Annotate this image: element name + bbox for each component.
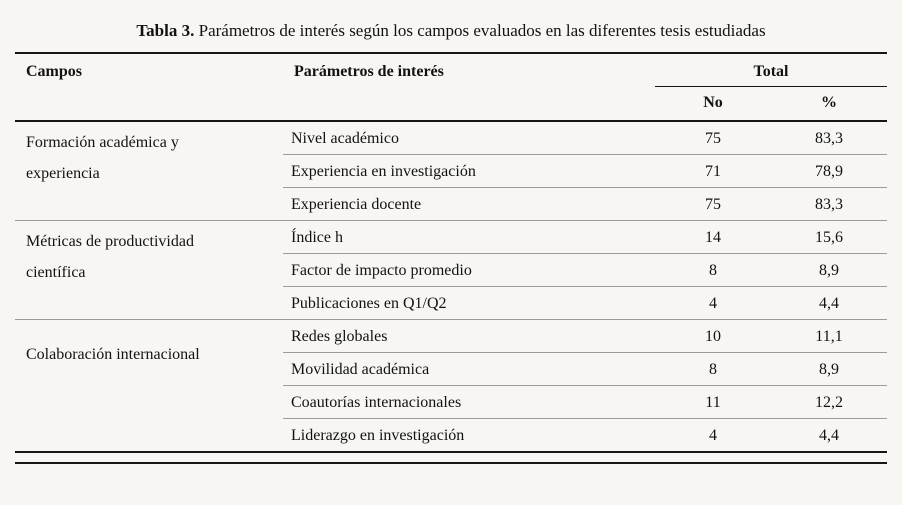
value-no-cell: 11 bbox=[655, 385, 771, 419]
value-pct-cell: 4,4 bbox=[771, 418, 888, 453]
header-percent: % bbox=[771, 86, 888, 122]
table-header-row: Campos Parámetros de interés Total bbox=[15, 53, 888, 122]
campo-cell: Colaboración internacional bbox=[15, 319, 283, 453]
parametro-cell: Factor de impacto promedio bbox=[283, 253, 655, 287]
table-row: Experiencia docente 75 83,3 bbox=[15, 187, 888, 221]
value-pct-cell: 8,9 bbox=[771, 253, 888, 287]
header-campos: Campos bbox=[15, 53, 283, 122]
value-no-cell: 8 bbox=[655, 253, 771, 287]
table-caption: Tabla 3. Parámetros de interés según los… bbox=[36, 11, 866, 51]
value-pct-cell: 12,2 bbox=[771, 385, 888, 419]
value-no-cell: 71 bbox=[655, 154, 771, 188]
header-parametros: Parámetros de interés bbox=[283, 53, 655, 122]
parameters-table: Campos Parámetros de interés Total No % … bbox=[15, 52, 888, 453]
paper-page: Tabla 3. Parámetros de interés según los… bbox=[15, 11, 888, 464]
value-pct-cell: 4,4 bbox=[771, 286, 888, 320]
parametro-cell: Redes globales bbox=[283, 319, 655, 353]
table-row: Publicaciones en Q1/Q2 4 4,4 bbox=[15, 286, 888, 320]
header-total: Total bbox=[655, 53, 888, 87]
value-pct-cell: 8,9 bbox=[771, 352, 888, 386]
parametro-cell: Experiencia docente bbox=[283, 187, 655, 221]
value-no-cell: 4 bbox=[655, 286, 771, 320]
table-row: Liderazgo en investigación 4 4,4 bbox=[15, 418, 888, 453]
parametro-cell: Liderazgo en investigación bbox=[283, 418, 655, 453]
parametro-cell: Coautorías internacionales bbox=[283, 385, 655, 419]
value-pct-cell: 83,3 bbox=[771, 121, 888, 155]
parametro-cell: Experiencia en investigación bbox=[283, 154, 655, 188]
value-no-cell: 8 bbox=[655, 352, 771, 386]
table-row: Coautorías internacionales 11 12,2 bbox=[15, 385, 888, 419]
value-pct-cell: 15,6 bbox=[771, 220, 888, 254]
value-no-cell: 75 bbox=[655, 187, 771, 221]
table-row: Colaboración internacional Redes globale… bbox=[15, 319, 888, 453]
value-pct-cell: 11,1 bbox=[771, 319, 888, 353]
value-pct-cell: 78,9 bbox=[771, 154, 888, 188]
campo-cell: Métricas de productividad científica bbox=[15, 220, 283, 320]
campo-cell: Formación académica y experiencia bbox=[15, 121, 283, 221]
table-row: Métricas de productividad científica Índ… bbox=[15, 220, 888, 320]
table-caption-text: Parámetros de interés según los campos e… bbox=[194, 21, 766, 40]
table-row: Movilidad académica 8 8,9 bbox=[15, 352, 888, 386]
header-no: No bbox=[655, 86, 771, 122]
table-row: Formación académica y experiencia Nivel … bbox=[15, 121, 888, 221]
value-no-cell: 10 bbox=[655, 319, 771, 353]
table-subheader-row: No % bbox=[15, 86, 888, 122]
parametro-cell: Índice h bbox=[283, 220, 655, 254]
value-no-cell: 4 bbox=[655, 418, 771, 453]
table-caption-number: Tabla 3. bbox=[136, 21, 195, 40]
table-row: Experiencia en investigación 71 78,9 bbox=[15, 154, 888, 188]
table-row: Factor de impacto promedio 8 8,9 bbox=[15, 253, 888, 287]
parametro-cell: Movilidad académica bbox=[283, 352, 655, 386]
parametro-cell: Nivel académico bbox=[283, 121, 655, 155]
value-no-cell: 75 bbox=[655, 121, 771, 155]
parametro-cell: Publicaciones en Q1/Q2 bbox=[283, 286, 655, 320]
value-no-cell: 14 bbox=[655, 220, 771, 254]
value-pct-cell: 83,3 bbox=[771, 187, 888, 221]
table-closing-rule bbox=[15, 462, 887, 464]
